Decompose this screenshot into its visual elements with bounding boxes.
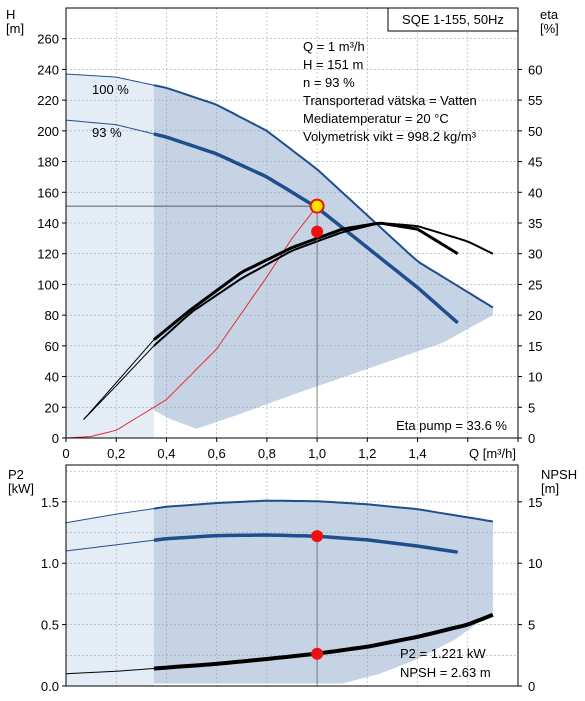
eta-tick-label: 30 — [528, 247, 542, 262]
eta-axis-ticks: 0 5 10 15 20 25 30 35 40 45 50 55 60 — [518, 62, 542, 446]
power-plot-border — [65, 464, 519, 687]
power-operating-range-light — [66, 508, 154, 686]
eta-tick-label: 35 — [528, 216, 542, 231]
info-flow: Q = 1 m³/h — [303, 39, 365, 54]
head-tick-label: 40 — [45, 370, 59, 385]
npsh-axis-title: NPSH [m] — [541, 467, 577, 496]
head-tick-label: 160 — [37, 185, 59, 200]
npsh-curve — [153, 612, 494, 671]
head-operating-range-light — [66, 74, 154, 438]
power-npsh-panel: P2 = 1.221 kW NPSH = 2.63 m P2 [kW] NPSH[… — [8, 464, 577, 694]
power-axis-title: P2 [kW] — [8, 467, 34, 496]
npsh-axis-ticks: 0 5 10 15 — [518, 495, 542, 694]
info-npsh: NPSH = 2.63 m — [400, 665, 491, 680]
flow-tick-label: 0,2 — [107, 446, 125, 461]
head-panel: 100 % 93 % SQE 1-155, 50Hz Q = 1 m³/h H … — [6, 7, 559, 461]
power-tick-label: 0.0 — [41, 679, 59, 694]
eta-tick-label: 10 — [528, 370, 542, 385]
flow-tick-label: 1,4 — [409, 446, 427, 461]
power-tick-label: 0.5 — [41, 618, 59, 633]
eta-tick-label: 50 — [528, 124, 542, 139]
info-density: Volymetrisk vikt = 998.2 kg/m³ — [303, 129, 477, 144]
npsh-curve-thin — [66, 668, 154, 675]
duty-head-point — [309, 198, 325, 214]
flow-tick-label: 0,4 — [157, 446, 175, 461]
eta-tick-label: 15 — [528, 339, 542, 354]
head-grid — [66, 8, 518, 438]
head-tick-label: 0 — [52, 431, 59, 446]
head-tick-label: 60 — [45, 339, 59, 354]
eta-tick-label: 5 — [528, 400, 535, 415]
power-curve-100 — [153, 499, 494, 523]
flow-axis-ticks: 0 0,2 0,4 0,6 0,8 1,0 1,2 1,4 — [62, 438, 519, 461]
head-curve-100-thin — [66, 73, 154, 86]
head-tick-label: 100 — [37, 277, 59, 292]
chart-title: SQE 1-155, 50Hz — [402, 12, 504, 27]
flow-tick-label: 0,8 — [258, 446, 276, 461]
flow-tick-label: 1,0 — [308, 446, 326, 461]
system-curve — [66, 205, 318, 438]
curve-label-100: 100 % — [92, 82, 129, 97]
flow-tick-label: 0 — [62, 446, 69, 461]
npsh-tick-label: 5 — [528, 618, 535, 633]
eta-tick-label: 55 — [528, 93, 542, 108]
eta-tick-label: 0 — [528, 431, 535, 446]
head-curve-93-thin — [66, 119, 154, 135]
head-tick-label: 120 — [37, 247, 59, 262]
eta-curve-100 — [153, 221, 494, 347]
duty-eta-point — [311, 225, 324, 238]
eta-curve-93-thin — [83, 339, 155, 420]
head-tick-label: 180 — [37, 155, 59, 170]
head-tick-label: 200 — [37, 124, 59, 139]
power-curve-93-thin — [66, 539, 154, 552]
info-head: H = 151 m — [303, 57, 363, 72]
head-operating-range — [153, 85, 493, 429]
info-temperature: Mediatemperatur = 20 °C — [303, 111, 449, 126]
power-axis-ticks: 0.0 0.5 1.0 1.5 — [41, 495, 66, 694]
eta-curve-100-thin — [83, 345, 155, 420]
eta-tick-label: 45 — [528, 155, 542, 170]
head-tick-label: 80 — [45, 308, 59, 323]
head-tick-label: 20 — [45, 400, 59, 415]
duty-npsh-point — [311, 647, 324, 660]
info-speed: n = 93 % — [303, 75, 355, 90]
flow-axis-title: Q [m³/h] — [469, 446, 516, 461]
head-axis-ticks: 0 20 40 60 80 100 120 140 160 180 200 220 240 260 — [37, 32, 66, 446]
power-curve-100-thin — [66, 508, 154, 524]
eta-tick-label: 60 — [528, 62, 542, 77]
head-tick-label: 260 — [37, 32, 59, 47]
duty-info: Q = 1 m³/h H = 151 m n = 93 % Transporte… — [303, 39, 477, 144]
power-curve-93 — [153, 533, 458, 554]
duty-power-point — [311, 530, 324, 543]
eta-tick-label: 20 — [528, 308, 542, 323]
head-axis-title: H [m] — [6, 7, 24, 36]
chart-title-box — [387, 7, 519, 32]
power-tick-label: 1.5 — [41, 495, 59, 510]
eta-pump-label: Eta pump = 33.6 % — [396, 418, 507, 433]
npsh-tick-label: 0 — [528, 679, 535, 694]
flow-tick-label: 0,6 — [208, 446, 226, 461]
eta-tick-label: 25 — [528, 277, 542, 292]
info-liquid: Transporterad vätska = Vatten — [303, 93, 477, 108]
head-tick-label: 220 — [37, 93, 59, 108]
info-power: P2 = 1.221 kW — [400, 646, 486, 661]
head-tick-label: 140 — [37, 216, 59, 231]
npsh-tick-label: 15 — [528, 495, 542, 510]
head-curve-93 — [153, 132, 459, 325]
npsh-tick-label: 10 — [528, 556, 542, 571]
flow-tick-label: 1,2 — [358, 446, 376, 461]
power-tick-label: 1.0 — [41, 556, 59, 571]
eta-curve-93 — [152, 221, 459, 341]
head-tick-label: 240 — [37, 62, 59, 77]
head-curve-100 — [153, 84, 494, 309]
eta-axis-title: eta [%] — [540, 7, 559, 36]
eta-tick-label: 40 — [528, 185, 542, 200]
curve-label-93: 93 % — [92, 125, 122, 140]
